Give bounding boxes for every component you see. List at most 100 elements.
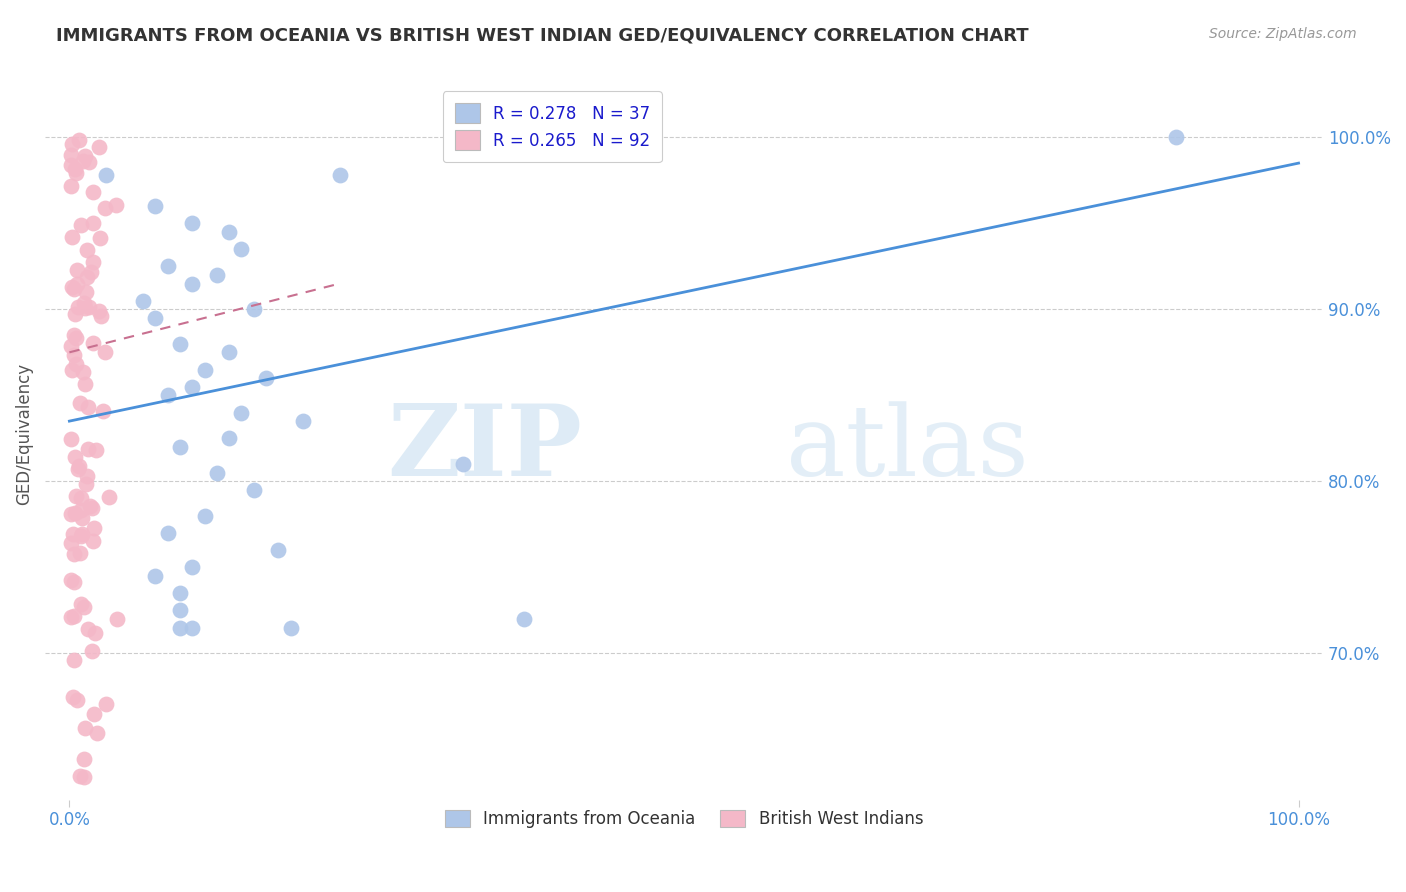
Point (86, 443, 108, 458)
Point (62, 690, 84, 704)
Point (87, 303, 110, 318)
Point (156, 388, 179, 402)
Point (75, 376, 97, 391)
Point (145, 310, 167, 325)
Point (132, 293, 155, 308)
Point (63, 506, 86, 520)
Point (69, 546, 91, 560)
Point (86, 725, 108, 739)
Point (66, 277, 89, 291)
Point (96, 168, 118, 182)
Point (63, 327, 86, 342)
Point (181, 560, 204, 574)
Point (67, 462, 90, 476)
Point (67, 132, 90, 146)
Point (70, 598, 93, 612)
Point (1164, 130, 1187, 145)
Point (66, 300, 89, 314)
Point (291, 414, 314, 428)
Point (79, 265, 101, 279)
Point (84, 626, 107, 640)
Point (145, 569, 167, 583)
Point (218, 345, 240, 359)
Point (75, 285, 97, 300)
Point (181, 380, 204, 394)
Point (63, 653, 86, 667)
Point (169, 336, 191, 351)
Point (72, 527, 94, 541)
Point (62, 526, 84, 541)
Point (75, 721, 97, 735)
Point (145, 199, 167, 213)
Point (72, 154, 94, 169)
Point (59, 535, 82, 549)
Point (329, 168, 352, 182)
Point (94, 344, 117, 359)
Point (62, 348, 84, 362)
Point (194, 508, 217, 523)
Point (82, 335, 104, 350)
Point (218, 431, 240, 445)
Point (60, 279, 83, 293)
Point (63, 282, 86, 296)
Point (76, 622, 98, 636)
Text: Source: ZipAtlas.com: Source: ZipAtlas.com (1209, 27, 1357, 41)
Point (242, 302, 264, 317)
Point (254, 371, 277, 385)
Point (94, 201, 117, 215)
Point (156, 260, 179, 274)
Point (83, 707, 105, 722)
Point (59, 158, 82, 172)
Point (169, 621, 191, 635)
Point (77, 301, 100, 315)
Text: atlas: atlas (786, 401, 1029, 497)
Point (65, 357, 87, 371)
Point (231, 242, 253, 256)
Point (218, 225, 240, 239)
Point (82, 255, 104, 269)
Point (80, 644, 103, 658)
Point (181, 216, 204, 230)
Point (105, 612, 128, 626)
Point (280, 621, 302, 635)
Point (76, 468, 98, 483)
Point (63, 547, 86, 561)
Point (87, 140, 110, 154)
Text: IMMIGRANTS FROM OCEANIA VS BRITISH WEST INDIAN GED/EQUIVALENCY CORRELATION CHART: IMMIGRANTS FROM OCEANIA VS BRITISH WEST … (56, 27, 1029, 45)
Point (242, 483, 264, 497)
Point (76, 270, 98, 285)
Point (67, 458, 90, 473)
Point (65, 330, 87, 344)
Point (60, 432, 83, 446)
Point (83, 520, 105, 534)
Point (205, 268, 228, 282)
Point (156, 525, 179, 540)
Legend: Immigrants from Oceania, British West Indians: Immigrants from Oceania, British West In… (439, 804, 929, 835)
Point (72, 365, 94, 379)
Point (69, 396, 91, 410)
Point (63, 609, 86, 624)
Point (181, 621, 204, 635)
Point (60, 230, 83, 244)
Point (59, 610, 82, 624)
Point (91, 404, 114, 418)
Point (63, 161, 86, 176)
Point (75, 477, 97, 491)
Point (80, 501, 103, 516)
Point (66, 692, 89, 706)
Point (169, 586, 191, 600)
Point (73, 770, 96, 784)
Point (60, 573, 83, 587)
Point (205, 466, 228, 480)
Point (181, 277, 204, 291)
Point (231, 405, 253, 419)
Point (77, 442, 100, 457)
Point (82, 217, 104, 231)
Point (73, 599, 96, 614)
Point (60, 507, 83, 521)
Point (70, 218, 93, 232)
Point (76, 243, 98, 257)
Point (66, 263, 89, 277)
Point (69, 491, 91, 505)
Point (65, 165, 87, 179)
